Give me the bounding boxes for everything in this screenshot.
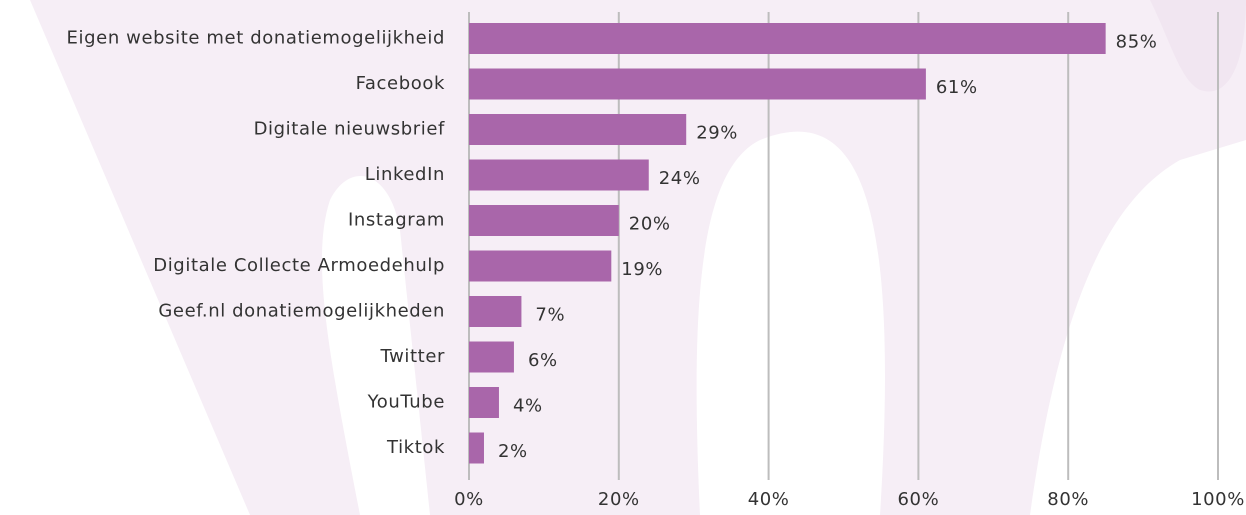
value-label: 85%: [1116, 32, 1158, 53]
y-tick-label: Eigen website met donatiemogelijkheid: [67, 28, 445, 49]
x-tick-label: 0%: [454, 489, 484, 510]
bar: [469, 432, 484, 464]
bar: [469, 68, 926, 100]
x-tick-label: 80%: [1047, 489, 1089, 510]
background-shapes: [30, 0, 1246, 515]
y-tick-label: Digitale Collecte Armoedehulp: [153, 255, 445, 276]
value-label: 24%: [659, 168, 701, 189]
x-tick-label: 40%: [748, 489, 790, 510]
bar: [469, 341, 514, 373]
value-label: 20%: [629, 214, 671, 235]
value-label: 61%: [936, 77, 978, 98]
y-tick-label: YouTube: [367, 392, 445, 413]
bar: [469, 296, 522, 327]
y-tick-label: Geef.nl donatiemogelijkheden: [158, 301, 445, 322]
y-tick-label: Twitter: [379, 346, 445, 367]
bar: [469, 250, 612, 282]
y-tick-label: Instagram: [348, 210, 445, 231]
y-tick-label: LinkedIn: [365, 164, 445, 185]
value-label: 2%: [498, 441, 528, 462]
bar: [469, 114, 687, 145]
y-tick-label: Digitale nieuwsbrief: [254, 119, 445, 140]
x-tick-label: 100%: [1191, 489, 1245, 510]
value-label: 6%: [528, 350, 558, 371]
bar: [469, 205, 619, 236]
bar: [469, 387, 499, 418]
y-tick-label: Facebook: [356, 73, 445, 94]
bar: [469, 159, 649, 191]
y-tick-label: Tiktok: [386, 437, 445, 458]
value-label: 4%: [513, 396, 543, 417]
value-label: 29%: [696, 123, 738, 144]
x-tick-label: 60%: [897, 489, 939, 510]
value-label: 19%: [621, 259, 663, 280]
x-tick-label: 20%: [598, 489, 640, 510]
bar: [469, 23, 1106, 54]
value-label: 7%: [535, 305, 565, 326]
